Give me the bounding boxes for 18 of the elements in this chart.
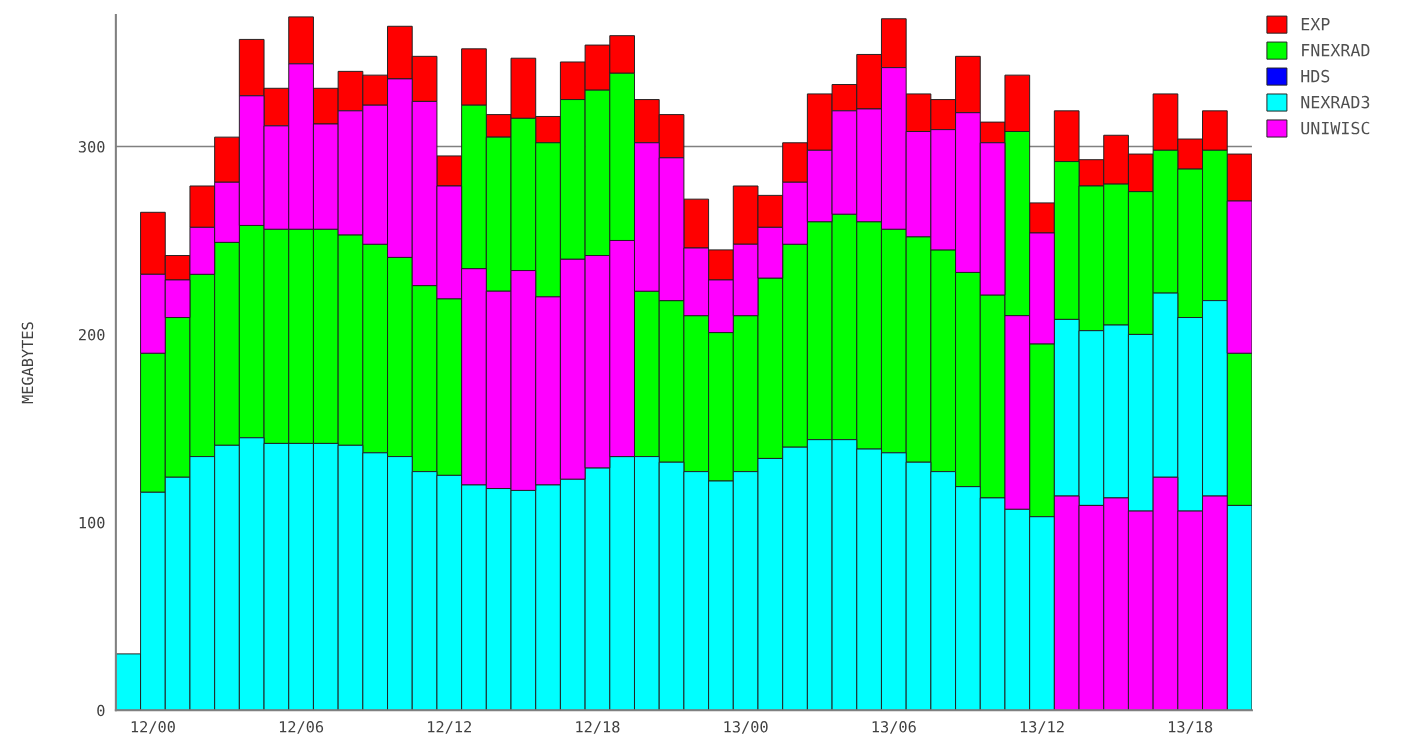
legend-label: UNIWISC	[1301, 121, 1370, 135]
y-axis-title: MEGABYTES	[21, 322, 34, 404]
y-tick-label: 0	[97, 704, 105, 717]
x-tick-label: 13/18	[1169, 721, 1213, 734]
y-tick-label: 300	[78, 141, 105, 153]
x-tick-label: 12/12	[428, 721, 471, 734]
y-tick-label: 200	[78, 328, 105, 341]
legend-label: FNEXRAD	[1302, 44, 1370, 57]
x-tick-label: 13/12	[1020, 721, 1064, 734]
x-tick-label: 12/18	[576, 721, 620, 734]
legend-label: NEXRAD3	[1301, 95, 1370, 109]
x-tick-label: 12/06	[279, 721, 324, 734]
legend-label: HDS	[1301, 69, 1330, 83]
legend-label: EXP	[1301, 18, 1330, 31]
y-tick-label: 100	[79, 516, 105, 529]
x-tick-label: 12/00	[131, 721, 175, 734]
x-tick-label: 13/06	[872, 721, 916, 734]
x-tick-label: 13/00	[724, 721, 768, 734]
